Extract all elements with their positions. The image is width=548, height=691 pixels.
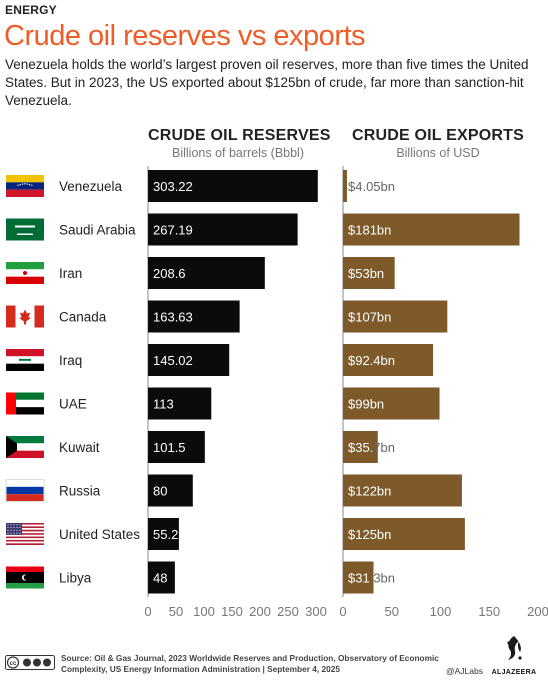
libya-flag-icon xyxy=(6,566,44,589)
reserves-bar-iran xyxy=(148,257,265,289)
reserves-tick-label: 50 xyxy=(169,604,183,619)
reserves-chart-header: CRUDE OIL RESERVES Billions of barrels (… xyxy=(148,127,331,160)
exports-value-label-uae: $99bn xyxy=(348,397,384,412)
country-label-iraq: Iraq xyxy=(59,353,82,368)
reserves-bar-venezuela xyxy=(148,170,318,202)
reserves-value-label-iraq: 145.02 xyxy=(153,353,193,368)
russia-flag-icon xyxy=(5,479,45,502)
exports-value-label-united-states: $125bn xyxy=(348,527,391,542)
reserves-bar-uae xyxy=(148,387,212,420)
reserves-value-label-libya: 48 xyxy=(153,571,167,586)
exports-value-label-kuwait: $35.7bn xyxy=(348,440,395,455)
cc-letters: cc xyxy=(10,661,17,667)
reserves-tick-label: 250 xyxy=(277,604,299,619)
exports-bar-uae xyxy=(343,387,440,420)
reserves-tick-label: 100 xyxy=(193,604,215,619)
exports-bar-united-states xyxy=(343,518,465,550)
country-label-saudi-arabia: Saudi Arabia xyxy=(59,223,136,238)
exports-chart-title: CRUDE OIL EXPORTS xyxy=(351,127,525,144)
reserves-bar-iraq xyxy=(148,344,230,376)
uae-flag-icon xyxy=(6,392,44,415)
exports-value-label-libya: $31.3bn xyxy=(348,571,395,586)
exports-value-label-iran: $53bn xyxy=(348,266,384,281)
exports-tick-label: 100 xyxy=(430,604,452,619)
united-states-flag-icon xyxy=(6,523,44,545)
reserves-bar-saudi-arabia xyxy=(148,213,298,246)
exports-tick-label: 150 xyxy=(478,604,500,619)
aljazeera-mark-icon xyxy=(507,636,522,660)
reserves-chart-title: CRUDE OIL RESERVES xyxy=(148,127,331,144)
reserves-bar-libya xyxy=(148,561,175,594)
reserves-tick-label: 200 xyxy=(249,604,271,619)
exports-bar-venezuela xyxy=(343,170,347,202)
country-label-venezuela: Venezuela xyxy=(59,179,123,194)
reserves-value-label-russia: 80 xyxy=(153,484,167,499)
reserves-value-label-canada: 163.63 xyxy=(153,310,193,325)
exports-tick-label: 50 xyxy=(385,604,399,619)
reserves-bar-canada xyxy=(148,300,240,333)
exports-bar-russia xyxy=(343,474,462,507)
venezuela-flag-icon xyxy=(6,175,44,197)
reserves-bar-united-states xyxy=(148,518,179,550)
reserves-chart-unit: Billions of barrels (Bbbl) xyxy=(172,146,304,160)
exports-tick-label: 0 xyxy=(339,604,346,619)
country-label-canada: Canada xyxy=(59,310,107,325)
country-label-united-states: United States xyxy=(59,527,140,542)
reserves-value-label-kuwait: 101.5 xyxy=(153,440,186,455)
exports-value-label-venezuela: $4.05bn xyxy=(348,179,395,194)
iraq-flag-icon xyxy=(6,349,44,371)
exports-bar-saudi-arabia xyxy=(343,213,520,246)
reserves-value-label-venezuela: 303.22 xyxy=(153,179,193,194)
page-title: Crude oil reserves vs exports xyxy=(4,20,366,52)
aljazeera-wordmark: ALJAZEERA xyxy=(491,669,537,676)
kuwait-flag-icon xyxy=(6,436,44,458)
reserves-tick-label: 150 xyxy=(221,604,243,619)
reserves-tick-label: 300 xyxy=(305,604,327,619)
country-label-russia: Russia xyxy=(59,484,101,499)
country-label-uae: UAE xyxy=(59,397,87,412)
reserves-value-label-iran: 208.6 xyxy=(153,266,186,281)
reserves-value-label-uae: 113 xyxy=(153,397,174,412)
reserves-bar-kuwait xyxy=(148,431,205,463)
reserves-value-label-united-states: 55.2 xyxy=(153,527,178,542)
exports-bar-iran xyxy=(343,257,395,289)
ajlabs-handle: @AJLabs xyxy=(446,666,483,676)
page-subtitle: Venezuela holds the world’s largest prov… xyxy=(5,57,529,108)
iran-flag-icon xyxy=(6,262,44,284)
aljazeera-logo: ALJAZEERA xyxy=(489,634,539,678)
reserves-value-label-saudi-arabia: 267.19 xyxy=(153,223,193,238)
country-label-iran: Iran xyxy=(59,266,82,281)
country-label-libya: Libya xyxy=(59,571,92,586)
exports-value-label-saudi-arabia: $181bn xyxy=(348,223,391,238)
reserves-bar-russia xyxy=(148,474,193,507)
saudi-arabia-flag-icon xyxy=(6,218,44,241)
canada-flag-icon xyxy=(6,305,44,328)
creative-commons-icon: cc xyxy=(5,655,55,670)
exports-value-label-iraq: $92.4bn xyxy=(348,353,395,368)
kicker: ENERGY xyxy=(5,3,57,17)
exports-bar-iraq xyxy=(343,344,434,376)
source-note: Source: Oil & Gas Journal, 2023 Worldwid… xyxy=(61,653,439,674)
exports-value-label-russia: $122bn xyxy=(348,484,391,499)
exports-tick-label: 200 xyxy=(527,604,548,619)
exports-chart-header: CRUDE OIL EXPORTS Billions of USD xyxy=(343,127,533,160)
exports-bar-canada xyxy=(343,300,448,333)
exports-value-label-canada: $107bn xyxy=(348,310,391,325)
exports-bar-kuwait xyxy=(343,431,378,463)
country-label-kuwait: Kuwait xyxy=(59,440,100,455)
exports-chart-unit: Billions of USD xyxy=(396,146,480,160)
exports-bar-libya xyxy=(343,561,374,594)
reserves-tick-label: 0 xyxy=(144,604,151,619)
